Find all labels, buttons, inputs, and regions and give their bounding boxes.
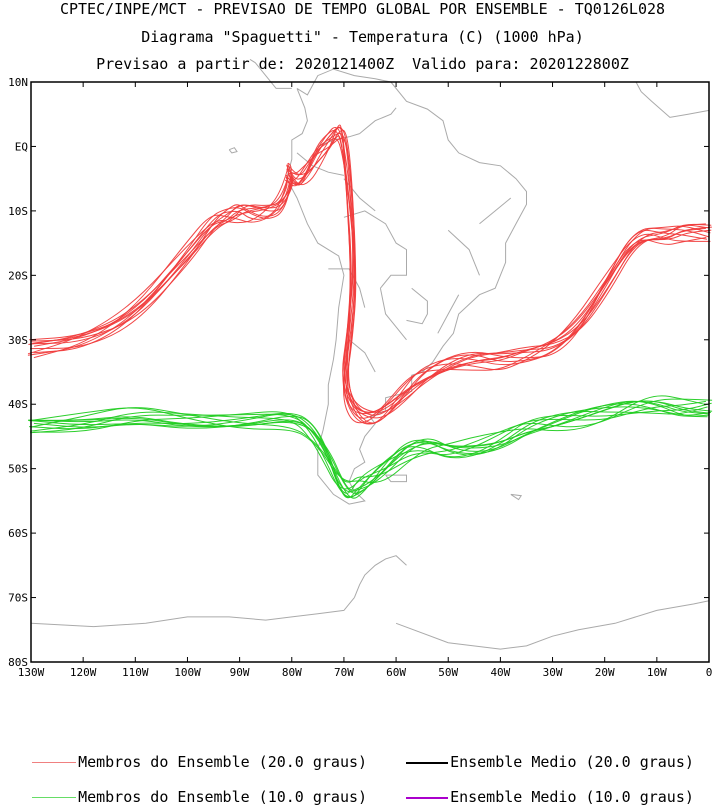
- y-tick-label: 70S: [8, 592, 28, 605]
- map-coastline: [353, 555, 407, 598]
- legend-label-mean-10: Ensemble Medio (10.0 graus): [450, 788, 694, 806]
- legend-swatch-members-10: [32, 797, 77, 798]
- legend-item-mean-20: Ensemble Medio (20.0 graus): [388, 737, 694, 771]
- map-coastline: [385, 474, 407, 483]
- x-tick-label: 0: [706, 666, 713, 679]
- legend-label-mean-20: Ensemble Medio (20.0 graus): [450, 753, 694, 771]
- legend-label-members-20: Membros do Ensemble (20.0 graus): [78, 753, 368, 771]
- x-tick-label: 60W: [386, 666, 406, 679]
- map-coastline: [406, 287, 428, 325]
- y-tick-label: 20S: [8, 269, 28, 282]
- series-line-member-20: [33, 129, 711, 424]
- map-coastlines: [30, 58, 710, 650]
- y-tick-label: 60S: [8, 527, 28, 540]
- map-coastline: [343, 210, 407, 289]
- series-layer: [27, 124, 713, 499]
- y-tick-label: EQ: [15, 140, 28, 153]
- map-coastline: [510, 493, 523, 501]
- legend-swatch-mean-10: [406, 796, 449, 799]
- legend-label-members-10: Membros do Ensemble (10.0 graus): [78, 788, 368, 806]
- x-tick-label: 80W: [282, 666, 302, 679]
- x-tick-label: 40W: [490, 666, 510, 679]
- legend-swatch-members-20: [32, 762, 77, 763]
- x-tick-label: 100W: [174, 666, 201, 679]
- y-axis: 10N EQ 10S 20S 30S 40S 50S 60S 70S 80S: [8, 76, 709, 669]
- series-line-member-10: [29, 406, 712, 499]
- y-tick-label: 80S: [8, 656, 28, 669]
- map-coastline: [379, 288, 407, 341]
- map-coastline: [447, 229, 480, 276]
- legend-item-members-20: Membros do Ensemble (20.0 graus): [14, 737, 367, 771]
- series-line-member-10: [29, 395, 707, 484]
- legend-item-mean-10: Ensemble Medio (10.0 graus): [388, 772, 694, 806]
- x-tick-label: 130W: [18, 666, 45, 679]
- chart-title-line-3: Previsao a partir de: 2020121400Z Valido…: [96, 55, 629, 73]
- y-tick-label: 40S: [8, 398, 28, 411]
- x-tick-label: 50W: [438, 666, 458, 679]
- map-coastline: [479, 197, 512, 225]
- map-coastline: [249, 58, 292, 89]
- x-tick-label: 30W: [543, 666, 563, 679]
- plot-area: [31, 82, 709, 662]
- chart-title-line-2: Diagrama "Spaguetti" - Temperatura (C) (…: [141, 28, 584, 46]
- legend-item-members-10: Membros do Ensemble (10.0 graus): [14, 772, 367, 806]
- map-coastline: [296, 152, 345, 176]
- x-tick-label: 90W: [230, 666, 250, 679]
- x-tick-label: 120W: [70, 666, 97, 679]
- map-coastline: [30, 597, 355, 628]
- x-tick-label: 10W: [647, 666, 667, 679]
- series-line-member-20: [33, 138, 710, 425]
- map-coastline: [395, 600, 710, 650]
- map-coastline: [437, 294, 460, 334]
- series-line-member-10: [30, 400, 706, 490]
- series-line-member-20: [27, 135, 708, 424]
- plot-frame: [30, 81, 710, 663]
- x-tick-label: 20W: [595, 666, 615, 679]
- map-coastline: [635, 81, 710, 118]
- x-tick-label: 110W: [122, 666, 149, 679]
- chart-title-line-1: CPTEC/INPE/MCT - PREVISAO DE TEMPO GLOBA…: [59, 0, 666, 18]
- y-tick-label: 30S: [8, 334, 28, 347]
- map-coastline: [228, 147, 238, 154]
- x-axis: 130W 120W 110W 100W 90W 80W 70W 60W 50W 40W 30W 20W…: [18, 82, 713, 679]
- series-line-member-20: [32, 132, 709, 419]
- legend-swatch-mean-20: [406, 761, 449, 764]
- map-coastline: [359, 107, 397, 134]
- y-tick-label: 10N: [8, 76, 28, 89]
- x-tick-label: 70W: [334, 666, 354, 679]
- y-tick-label: 50S: [8, 463, 28, 476]
- map-coastline: [348, 339, 376, 373]
- y-tick-label: 10S: [8, 205, 28, 218]
- series-line-member-10: [31, 398, 713, 483]
